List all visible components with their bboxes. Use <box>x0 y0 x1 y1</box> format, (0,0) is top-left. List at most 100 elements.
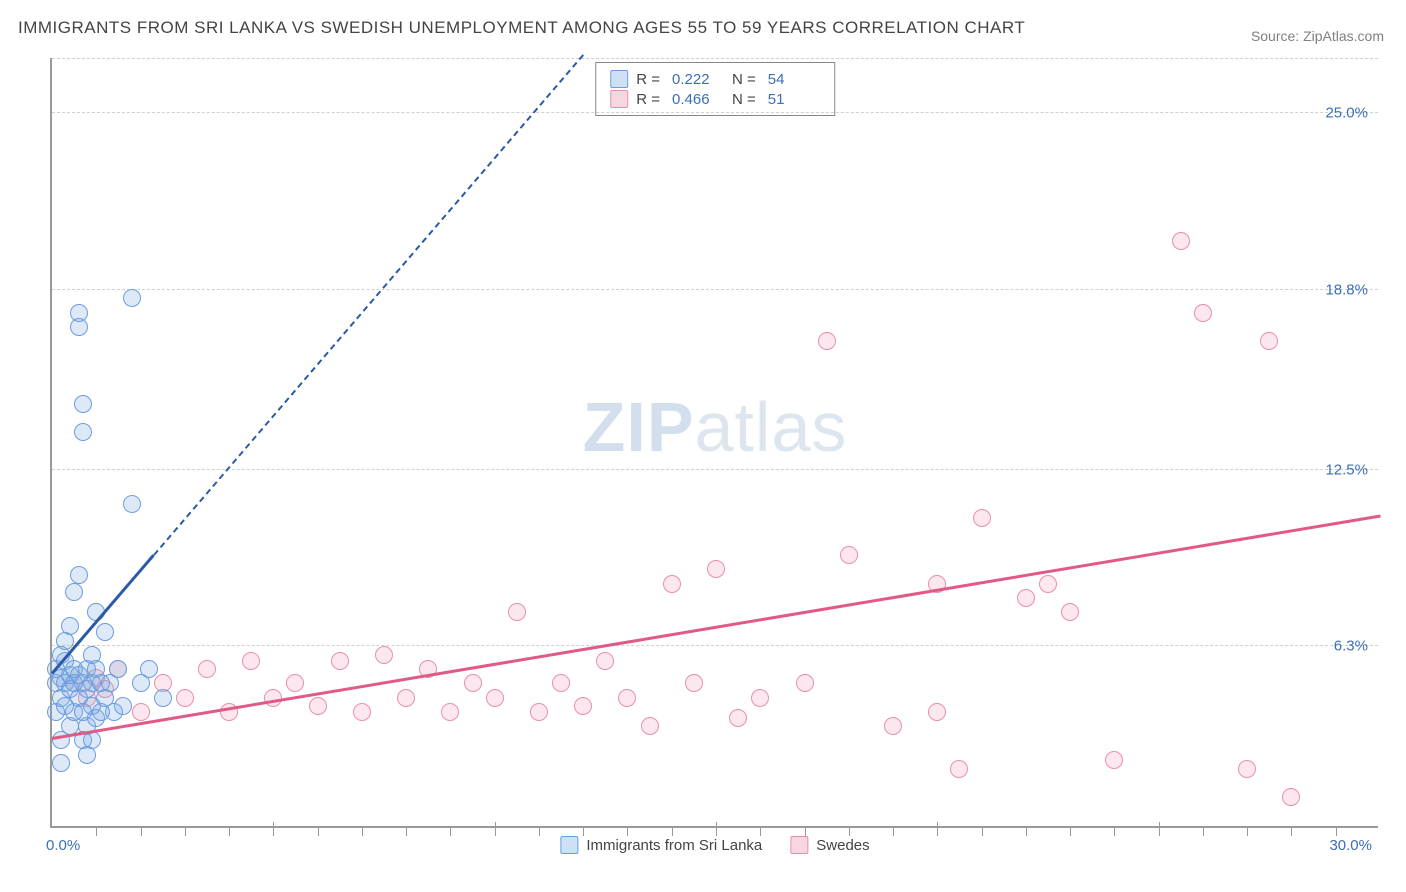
y-tick-label: 18.8% <box>1325 281 1368 298</box>
x-tick <box>760 826 761 836</box>
scatter-point <box>530 703 548 721</box>
n-label: N = <box>732 91 756 108</box>
x-tick <box>716 822 717 836</box>
scatter-point <box>464 674 482 692</box>
swatch-swedes-icon <box>610 90 628 108</box>
scatter-point <box>132 703 150 721</box>
x-tick <box>318 826 319 836</box>
scatter-point <box>109 660 127 678</box>
scatter-point <box>1194 304 1212 322</box>
scatter-point <box>707 560 725 578</box>
x-tick <box>1026 826 1027 836</box>
scatter-point <box>397 689 415 707</box>
scatter-point <box>1105 751 1123 769</box>
scatter-point <box>123 289 141 307</box>
source-label: Source: ZipAtlas.com <box>1251 28 1384 44</box>
scatter-point <box>309 697 327 715</box>
scatter-point <box>1017 589 1035 607</box>
x-tick <box>495 822 496 836</box>
x-tick-label-max: 30.0% <box>1329 837 1372 854</box>
n-value-sri-lanka: 54 <box>768 71 816 88</box>
scatter-point <box>1238 760 1256 778</box>
legend-item-swedes: Swedes <box>790 836 869 854</box>
scatter-point <box>140 660 158 678</box>
scatter-point <box>176 689 194 707</box>
x-tick-label-min: 0.0% <box>46 837 80 854</box>
scatter-point <box>74 423 92 441</box>
x-tick <box>273 822 274 836</box>
r-label: R = <box>636 91 660 108</box>
x-tick <box>1247 826 1248 836</box>
r-label: R = <box>636 71 660 88</box>
chart-title: IMMIGRANTS FROM SRI LANKA VS SWEDISH UNE… <box>18 18 1025 38</box>
x-tick <box>1336 826 1337 836</box>
scatter-point <box>52 754 70 772</box>
gridline-h <box>52 58 1378 59</box>
watermark-atlas: atlas <box>695 388 848 466</box>
source-link[interactable]: ZipAtlas.com <box>1303 28 1384 44</box>
scatter-point <box>61 617 79 635</box>
n-label: N = <box>732 71 756 88</box>
x-tick <box>229 826 230 836</box>
legend-stats-box: R = 0.222 N = 54 R = 0.466 N = 51 <box>595 62 835 116</box>
scatter-point <box>242 652 260 670</box>
scatter-point <box>884 717 902 735</box>
legend-item-sri-lanka: Immigrants from Sri Lanka <box>560 836 762 854</box>
scatter-point <box>1061 603 1079 621</box>
scatter-point <box>1260 332 1278 350</box>
x-tick <box>1291 826 1292 836</box>
x-tick <box>937 822 938 836</box>
scatter-point <box>65 583 83 601</box>
scatter-point <box>353 703 371 721</box>
legend-bottom: Immigrants from Sri Lanka Swedes <box>560 836 869 854</box>
scatter-point <box>618 689 636 707</box>
scatter-point <box>729 709 747 727</box>
scatter-point <box>596 652 614 670</box>
scatter-point <box>928 703 946 721</box>
scatter-point <box>641 717 659 735</box>
legend-label-swedes: Swedes <box>816 837 869 854</box>
scatter-point <box>70 304 88 322</box>
legend-stats-row-1: R = 0.222 N = 54 <box>610 70 820 88</box>
x-tick <box>406 826 407 836</box>
gridline-h <box>52 289 1378 290</box>
x-tick <box>450 826 451 836</box>
y-tick-label: 12.5% <box>1325 461 1368 478</box>
x-tick <box>805 826 806 836</box>
scatter-point <box>574 697 592 715</box>
trend-line <box>153 54 584 556</box>
scatter-point <box>796 674 814 692</box>
gridline-h <box>52 469 1378 470</box>
y-tick-label: 25.0% <box>1325 105 1368 122</box>
r-value-sri-lanka: 0.222 <box>672 71 720 88</box>
x-tick <box>1070 826 1071 836</box>
scatter-point <box>70 566 88 584</box>
trend-line <box>51 554 155 675</box>
x-tick <box>96 826 97 836</box>
scatter-point <box>1282 788 1300 806</box>
scatter-point <box>552 674 570 692</box>
scatter-point <box>114 697 132 715</box>
scatter-point <box>840 546 858 564</box>
scatter-point <box>154 689 172 707</box>
y-tick-label: 6.3% <box>1334 638 1368 655</box>
gridline-h <box>52 645 1378 646</box>
scatter-point <box>198 660 216 678</box>
watermark-zip: ZIP <box>583 388 695 466</box>
scatter-point <box>96 623 114 641</box>
x-tick <box>1114 826 1115 836</box>
scatter-point <box>818 332 836 350</box>
swatch-sri-lanka-icon <box>610 70 628 88</box>
x-tick <box>583 826 584 836</box>
scatter-plot: ZIPatlas R = 0.222 N = 54 R = 0.466 N = … <box>50 58 1378 828</box>
scatter-point <box>286 674 304 692</box>
x-tick <box>141 826 142 836</box>
x-tick <box>982 826 983 836</box>
swatch-sri-lanka-icon <box>560 836 578 854</box>
scatter-point <box>74 395 92 413</box>
scatter-point <box>685 674 703 692</box>
scatter-point <box>751 689 769 707</box>
x-tick <box>849 826 850 836</box>
x-tick <box>627 826 628 836</box>
x-tick <box>1203 826 1204 836</box>
